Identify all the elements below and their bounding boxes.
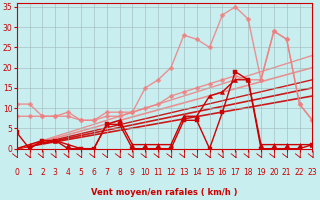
X-axis label: Vent moyen/en rafales ( km/h ): Vent moyen/en rafales ( km/h )	[91, 188, 238, 197]
